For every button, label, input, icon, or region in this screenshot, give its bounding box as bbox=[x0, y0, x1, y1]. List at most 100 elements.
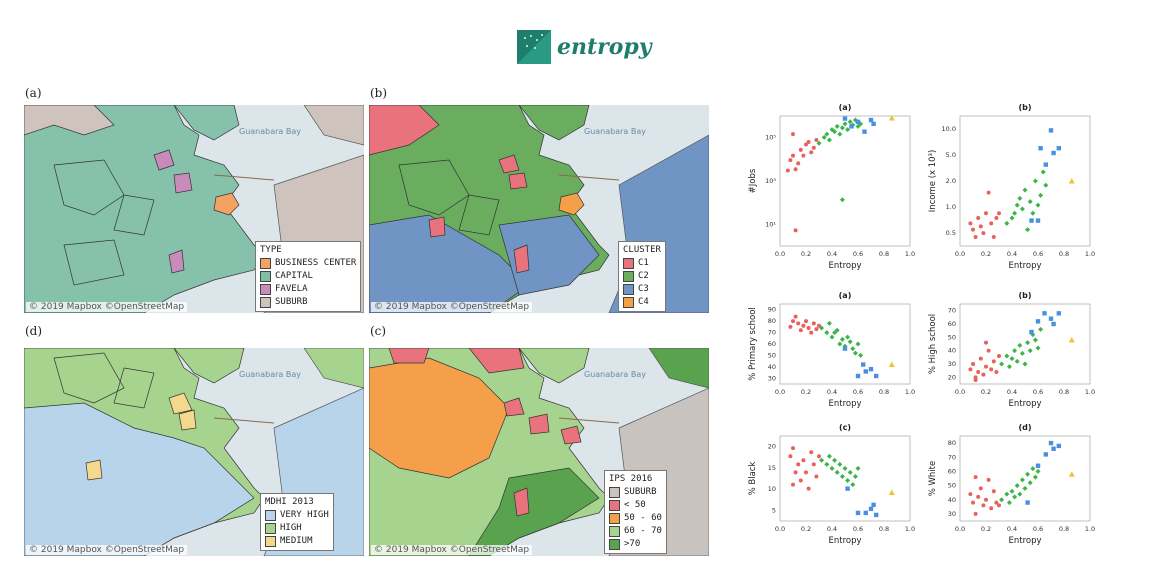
legend-item: >70 bbox=[609, 538, 662, 551]
data-point bbox=[826, 453, 832, 459]
x-axis-label: Entropy bbox=[1008, 399, 1041, 409]
x-tick-label: 0.8 bbox=[879, 525, 889, 533]
data-point bbox=[858, 121, 864, 127]
data-point bbox=[817, 323, 821, 328]
data-point bbox=[821, 134, 827, 140]
data-point bbox=[796, 462, 801, 467]
y-tick-label: 10⁵ bbox=[765, 134, 776, 142]
x-tick-label: 0.4 bbox=[1007, 525, 1017, 533]
y-tick-label: 10³ bbox=[765, 177, 776, 185]
map-a-label: (a) bbox=[25, 86, 42, 100]
data-point bbox=[994, 216, 999, 221]
data-point bbox=[839, 336, 845, 342]
data-point bbox=[796, 161, 801, 166]
x-tick-label: 0.6 bbox=[1033, 388, 1043, 396]
data-point bbox=[1017, 491, 1023, 497]
x-axis-label: Entropy bbox=[828, 536, 861, 546]
x-tick-label: 0.6 bbox=[853, 388, 863, 396]
data-point bbox=[791, 319, 795, 324]
y-tick-label: 20 bbox=[948, 373, 956, 381]
y-tick-label: 0.5 bbox=[946, 229, 956, 237]
y-tick-label: 70 bbox=[948, 307, 956, 315]
legend-swatch bbox=[260, 297, 271, 308]
data-point bbox=[984, 497, 988, 502]
data-point bbox=[989, 506, 994, 511]
data-point bbox=[1035, 202, 1041, 208]
data-point bbox=[997, 354, 1001, 358]
y-axis-label: #Jobs bbox=[748, 168, 758, 193]
x-tick-label: 0.4 bbox=[827, 250, 837, 258]
data-point bbox=[1004, 220, 1010, 226]
data-point bbox=[845, 486, 850, 491]
data-point bbox=[1042, 311, 1047, 316]
legend-swatch bbox=[623, 271, 634, 282]
data-point bbox=[1030, 210, 1036, 216]
data-point bbox=[1035, 218, 1041, 223]
data-point bbox=[845, 478, 851, 484]
data-point bbox=[819, 457, 825, 463]
data-point bbox=[986, 477, 991, 482]
data-point bbox=[1043, 162, 1048, 167]
data-point bbox=[1006, 500, 1012, 506]
data-point bbox=[852, 473, 858, 479]
data-point bbox=[968, 367, 973, 372]
y-tick-label: 40 bbox=[768, 363, 776, 371]
data-point bbox=[989, 221, 994, 226]
data-point bbox=[868, 117, 874, 123]
data-point bbox=[1051, 321, 1056, 327]
legend-swatch bbox=[260, 271, 271, 282]
legend-item: C3 bbox=[623, 283, 661, 296]
data-point bbox=[801, 458, 806, 463]
data-point bbox=[806, 486, 811, 491]
legend-title: TYPE bbox=[260, 245, 282, 255]
map-type: Guanabara Bay © 2019 Mapbox ©OpenStreetM… bbox=[24, 105, 364, 313]
legend-item: MEDIUM bbox=[265, 535, 329, 548]
legend-label: < 50 bbox=[624, 500, 646, 510]
x-axis-label: Entropy bbox=[828, 399, 861, 409]
data-point bbox=[1068, 337, 1075, 343]
y-tick-label: 60 bbox=[768, 340, 776, 348]
y-tick-label: 40 bbox=[948, 347, 956, 355]
x-tick-label: 0.6 bbox=[1033, 525, 1043, 533]
data-point bbox=[829, 127, 835, 133]
data-point bbox=[973, 375, 978, 380]
map-d-label: (d) bbox=[25, 324, 43, 338]
data-point bbox=[855, 510, 861, 516]
data-point bbox=[997, 503, 1001, 508]
scatter-highschool: (b) 0.0 0.2 0.4 0.6 0.8 1.0 20 30 40 50 60 70 Entropy… bbox=[928, 291, 1095, 409]
data-point bbox=[793, 167, 798, 172]
x-tick-label: 1.0 bbox=[1085, 388, 1095, 396]
data-point bbox=[1056, 146, 1061, 151]
data-point bbox=[837, 131, 843, 137]
data-point bbox=[999, 497, 1005, 503]
map-legend: TYPE BUSINESS CENTER CAPITAL FAVELA SUBU… bbox=[255, 241, 362, 312]
data-point bbox=[829, 465, 835, 471]
data-point bbox=[1038, 326, 1044, 332]
data-point bbox=[837, 341, 843, 347]
legend-item: C1 bbox=[623, 257, 661, 270]
data-point bbox=[1009, 356, 1015, 362]
data-point bbox=[1035, 463, 1041, 468]
plot-frame bbox=[779, 435, 911, 522]
y-tick-label: 70 bbox=[948, 453, 956, 461]
x-tick-label: 1.0 bbox=[1085, 250, 1095, 258]
data-point bbox=[863, 369, 868, 374]
legend-label: >70 bbox=[624, 539, 641, 549]
bay-label: Guanabara Bay bbox=[584, 370, 646, 379]
data-point bbox=[793, 314, 798, 319]
data-point bbox=[984, 340, 988, 345]
data-point bbox=[981, 503, 986, 508]
data-point bbox=[788, 454, 793, 459]
data-point bbox=[871, 502, 876, 508]
journal-logo: entropy bbox=[517, 30, 652, 64]
legend-label: CAPITAL bbox=[275, 271, 313, 281]
map-c-label: (c) bbox=[370, 324, 387, 338]
data-point bbox=[850, 346, 856, 352]
data-point bbox=[793, 470, 798, 475]
legend-label: 50 - 60 bbox=[624, 513, 662, 523]
data-point bbox=[801, 153, 806, 158]
data-point bbox=[874, 373, 879, 379]
x-tick-label: 0.2 bbox=[801, 250, 811, 258]
x-tick-label: 0.6 bbox=[853, 250, 863, 258]
x-tick-label: 0.2 bbox=[801, 525, 811, 533]
